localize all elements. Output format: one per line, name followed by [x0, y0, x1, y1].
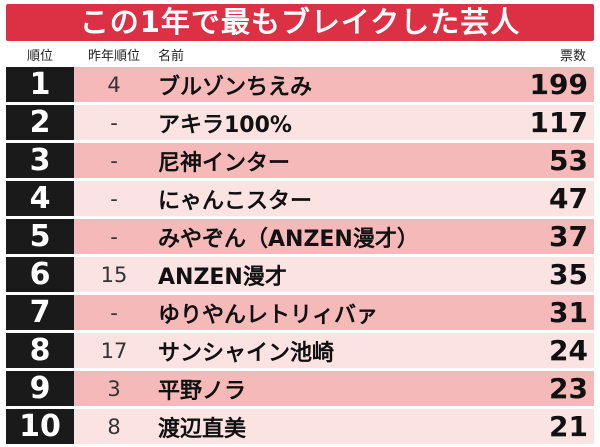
rank-number: 8: [6, 333, 74, 368]
vote-count: 24: [549, 334, 588, 367]
header-name: 名前: [158, 48, 185, 64]
table-header: 順位 昨年順位 名前 票数: [6, 41, 594, 67]
prev-rank: -: [110, 224, 118, 249]
comedian-name: 渡辺直美: [158, 416, 247, 442]
prev-rank: -: [110, 186, 118, 211]
table-row: 7 - ゆりやんレトリィバァ 31: [6, 295, 594, 330]
comedian-name: ANZEN漫才: [158, 264, 287, 290]
vote-count: 21: [549, 410, 588, 443]
prev-rank: 4: [107, 72, 121, 97]
ranking-table: 1 4 ブルゾンちえみ 199 2 - アキラ100% 117 3 - 尼神イン…: [6, 67, 594, 444]
header-rank: 順位: [26, 48, 53, 64]
prev-rank: 8: [107, 414, 121, 439]
table-row: 5 - みやぞん（ANZEN漫才） 37: [6, 219, 594, 254]
rank-number: 3: [6, 143, 74, 178]
table-row: 2 - アキラ100% 117: [6, 105, 594, 140]
vote-count: 117: [529, 106, 588, 139]
vote-count: 31: [549, 296, 588, 329]
prev-rank: 15: [100, 262, 128, 287]
table-row: 9 3 平野ノラ 23: [6, 371, 594, 406]
table-row: 3 - 尼神インター 53: [6, 143, 594, 178]
table-row: 4 - にゃんこスター 47: [6, 181, 594, 216]
comedian-name: ゆりやんレトリィバァ: [158, 302, 379, 328]
rank-number: 4: [6, 181, 74, 216]
comedian-name: ブルゾンちえみ: [158, 74, 313, 100]
prev-rank: 17: [100, 338, 128, 363]
table-row: 10 8 渡辺直美 21: [6, 409, 594, 444]
rank-number: 1: [6, 67, 74, 102]
vote-count: 53: [549, 144, 588, 177]
vote-count: 35: [549, 258, 588, 291]
prev-rank: 3: [107, 376, 121, 401]
comedian-name: 尼神インター: [158, 150, 291, 176]
comedian-name: にゃんこスター: [158, 188, 313, 214]
page-title: この1年で最もブレイクした芸人: [6, 4, 594, 41]
comedian-name: みやぞん（ANZEN漫才）: [158, 226, 419, 252]
vote-count: 23: [549, 372, 588, 405]
table-row: 6 15 ANZEN漫才 35: [6, 257, 594, 292]
comedian-name: 平野ノラ: [158, 378, 247, 404]
header-votes: 票数: [559, 48, 586, 64]
vote-count: 199: [529, 68, 588, 101]
rank-number: 6: [6, 257, 74, 292]
rank-number: 5: [6, 219, 74, 254]
rank-number: 10: [6, 409, 74, 444]
comedian-name: サンシャイン池崎: [158, 340, 335, 366]
vote-count: 47: [549, 182, 588, 215]
rank-number: 9: [6, 371, 74, 406]
prev-rank: -: [110, 110, 118, 135]
header-prev-rank: 昨年順位: [87, 48, 140, 64]
prev-rank: -: [110, 148, 118, 173]
table-row: 8 17 サンシャイン池崎 24: [6, 333, 594, 368]
vote-count: 37: [549, 220, 588, 253]
comedian-name: アキラ100%: [158, 112, 292, 138]
rank-number: 7: [6, 295, 74, 330]
rank-number: 2: [6, 105, 74, 140]
prev-rank: -: [110, 300, 118, 325]
table-row: 1 4 ブルゾンちえみ 199: [6, 67, 594, 102]
